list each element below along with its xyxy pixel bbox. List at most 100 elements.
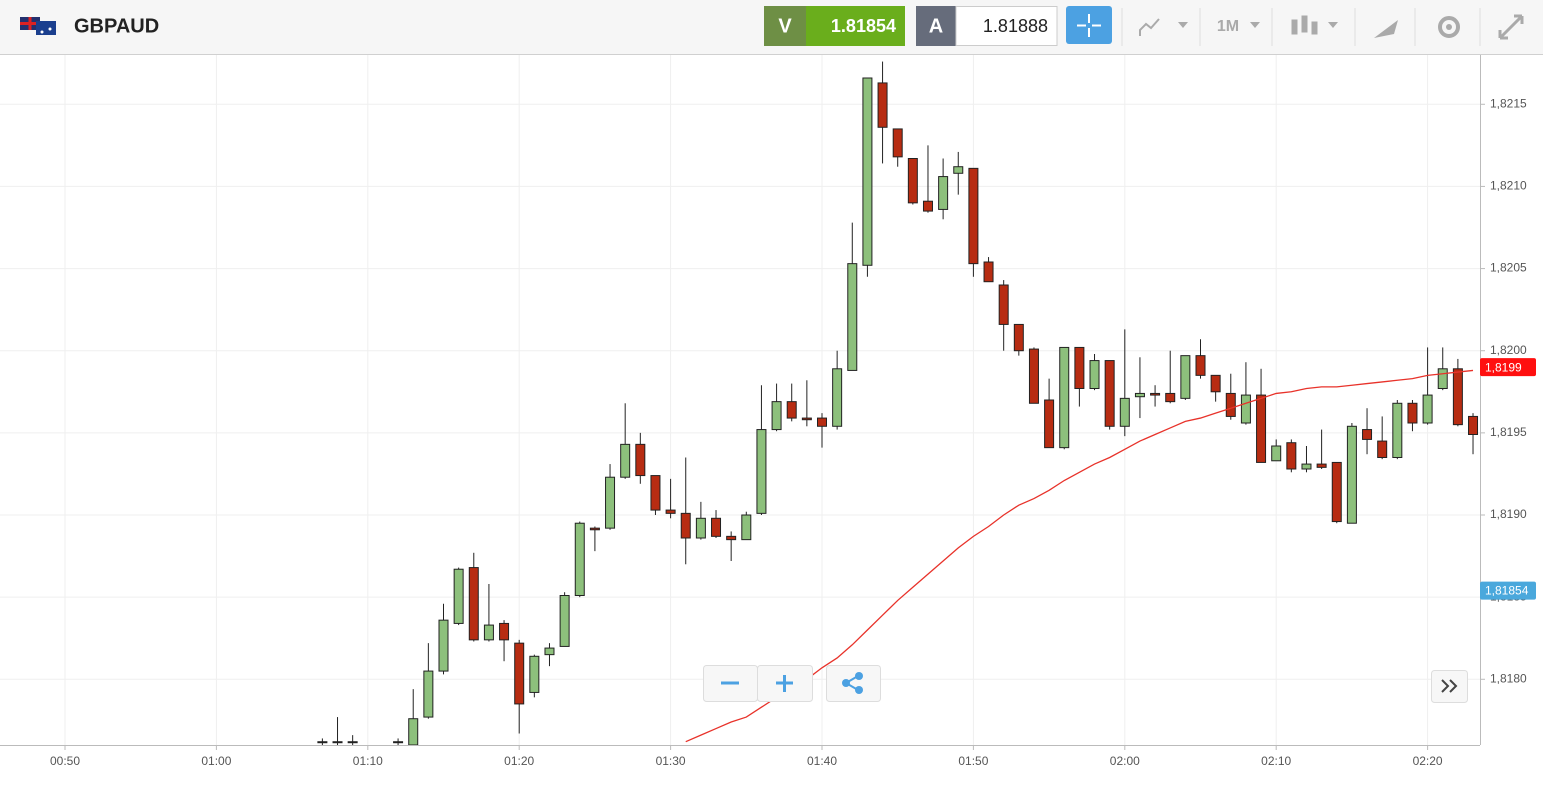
candle-body (922, 200, 933, 212)
buy-button[interactable]: A 1.81888 (916, 6, 1058, 46)
candle-body (1256, 394, 1267, 463)
plot (317, 61, 1479, 745)
candle-body (1089, 360, 1100, 390)
price-marker (1480, 581, 1536, 600)
candle-body (438, 619, 449, 672)
zoom-controls (703, 665, 1468, 703)
sell-price: 1.81854 (831, 16, 896, 36)
candle-body (423, 670, 434, 718)
zoom-in-button[interactable] (757, 665, 813, 702)
x-tick-label: 02:00 (1110, 754, 1140, 768)
toolbar-icons[interactable] (1121, 8, 1524, 46)
candle-body (938, 176, 949, 210)
moving-average-line (685, 369, 1474, 743)
candle-body (680, 512, 691, 539)
axis-labels: 1,81801,81851,81901,81951,82001,82051,82… (50, 96, 1536, 768)
candle-body (1452, 368, 1463, 426)
candle-body (1195, 355, 1206, 376)
candle-body (907, 158, 918, 204)
candle-body (983, 261, 994, 283)
scroll-right-button[interactable] (1431, 670, 1468, 703)
x-tick-label: 01:00 (201, 754, 231, 768)
candle-body (1225, 392, 1236, 417)
candle-body (393, 741, 404, 744)
y-tick-label: 1,8195 (1490, 425, 1527, 439)
candle-body (1407, 402, 1418, 424)
candle-body (453, 568, 464, 624)
candle-body (529, 655, 540, 693)
x-tick-label: 01:20 (504, 754, 534, 768)
candle-body (817, 417, 827, 427)
candle-body (468, 567, 479, 641)
candle-body (665, 509, 676, 514)
candle-body (332, 741, 343, 744)
candle-body (1165, 392, 1176, 403)
candle-body (499, 622, 510, 641)
candle-body (1422, 394, 1433, 424)
candle-body (741, 514, 752, 541)
x-tick-label: 01:40 (807, 754, 837, 768)
candle-body (1362, 429, 1373, 440)
candle-body (832, 368, 843, 427)
candle-body (544, 647, 555, 656)
buy-price: 1.81888 (983, 16, 1048, 36)
candle-body (862, 77, 873, 266)
y-tick-label: 1,8190 (1490, 507, 1527, 521)
candle-body (1119, 397, 1130, 427)
candle-body (408, 718, 419, 745)
candle-body (1286, 442, 1297, 470)
flag (20, 17, 56, 35)
candle-body (726, 535, 737, 541)
candle-body (650, 475, 661, 511)
candle-body (847, 263, 858, 371)
candle-body (1240, 394, 1251, 424)
candle-body (711, 517, 722, 537)
candle-body (1271, 445, 1282, 462)
candle-body (620, 443, 631, 478)
candle-body (1104, 360, 1115, 427)
candle-body (1013, 323, 1024, 352)
price-marker (1480, 358, 1536, 377)
candle-body (892, 128, 903, 158)
candle-body (1331, 461, 1342, 523)
candle-body (1134, 392, 1145, 398)
candle-body (877, 82, 888, 128)
x-tick-label: 02:20 (1413, 754, 1443, 768)
candle-body (756, 429, 767, 514)
y-tick-label: 1,8210 (1490, 179, 1527, 193)
candle-body (1044, 399, 1055, 449)
zoom-out-button[interactable] (703, 665, 758, 702)
candle-body (1074, 346, 1085, 389)
candle-body (1437, 368, 1448, 389)
sell-button[interactable]: V 1.81854 (764, 6, 905, 46)
candle-body (1468, 415, 1479, 435)
candle-body (1301, 463, 1312, 470)
candle-body (1180, 355, 1191, 399)
candle-body (801, 417, 812, 421)
candle-body (695, 517, 706, 539)
symbol: GBPAUD (74, 15, 159, 37)
x-tick-label: 01:10 (353, 754, 383, 768)
candle-body (953, 166, 964, 174)
crosshair-button[interactable] (1066, 6, 1112, 44)
price-marker-label: 1,8199 (1485, 360, 1522, 374)
candle-body (317, 741, 328, 744)
timeframe[interactable]: 1M (1217, 18, 1239, 35)
candle-body (1316, 463, 1327, 468)
x-tick-label: 02:10 (1261, 754, 1291, 768)
candle-body (1392, 402, 1403, 458)
y-tick-label: 1,8200 (1490, 343, 1527, 357)
sell-letter: V (778, 15, 792, 37)
candle-body (635, 443, 646, 477)
x-tick-label: 01:30 (656, 754, 686, 768)
candle-body (998, 284, 1009, 325)
candle-body (559, 595, 570, 647)
share-button[interactable] (826, 665, 881, 702)
price-marker-label: 1,81854 (1485, 584, 1529, 598)
candle-body (1377, 440, 1388, 459)
candle-body (589, 527, 600, 531)
candle-body (574, 522, 585, 597)
candle-body (605, 476, 616, 529)
